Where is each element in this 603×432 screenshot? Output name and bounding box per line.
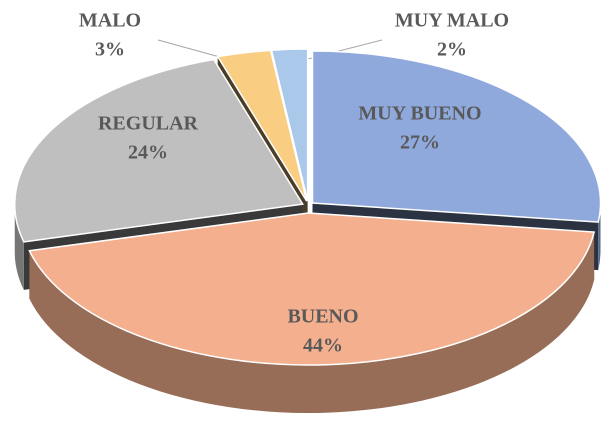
value-label: 2% xyxy=(437,39,467,61)
slice xyxy=(216,49,308,202)
slice-side xyxy=(29,232,595,414)
value-label: 3% xyxy=(95,39,125,61)
slice-label: BUENO xyxy=(287,306,358,328)
slice-label: MALO xyxy=(79,10,141,32)
slice xyxy=(28,212,596,366)
slice-label: MUY MALO xyxy=(395,10,509,32)
value-label: 44% xyxy=(303,335,343,357)
slice-label: MUY BUENO xyxy=(358,103,481,125)
value-label: 27% xyxy=(400,132,440,154)
slice-label: REGULAR xyxy=(98,113,199,135)
value-label: 24% xyxy=(128,142,168,164)
slice xyxy=(311,50,602,223)
slice xyxy=(14,58,304,243)
slice xyxy=(270,48,309,202)
